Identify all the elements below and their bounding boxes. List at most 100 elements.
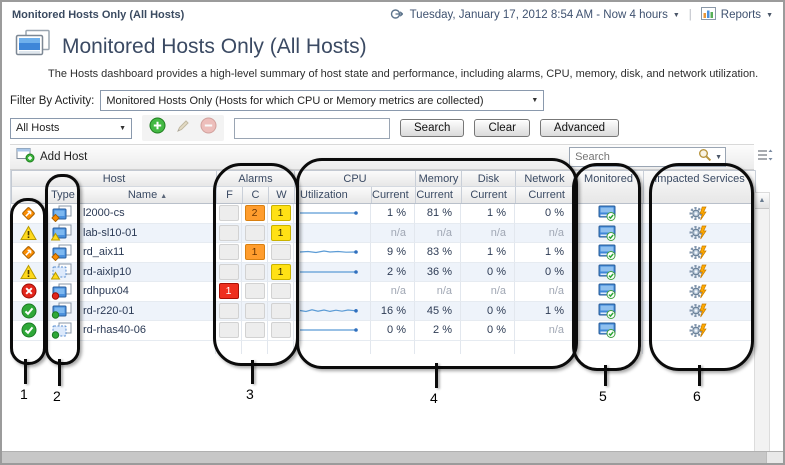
table-body: l2000-cs 2 1 1 % 81 % 1 % 0 % lab-sl10-01 1 n/a n/…	[11, 204, 755, 354]
alarm-fatal-count	[218, 263, 239, 280]
alarm-warning-count	[270, 244, 291, 261]
table-search-input[interactable]	[573, 150, 696, 164]
alarm-critical-count	[244, 302, 265, 319]
host-name[interactable]: rd-rhas40-06	[78, 321, 216, 341]
impacted-services-icon[interactable]	[643, 262, 755, 282]
scroll-up-icon[interactable]: ▲	[755, 193, 769, 209]
host-name[interactable]: rd-aixlp10	[78, 262, 216, 282]
impacted-services-icon[interactable]	[643, 243, 755, 263]
host-name[interactable]: rd_aix11	[78, 243, 216, 263]
metric-value: 0 %	[371, 321, 415, 341]
cpu-sparkline	[300, 328, 358, 333]
host-name[interactable]: lab-sl10-01	[78, 223, 216, 243]
metric-value: 9 %	[371, 243, 415, 263]
time-range-selector[interactable]: Tuesday, January 17, 2012 8:54 AM - Now …	[409, 9, 668, 21]
alarm-critical-count	[244, 263, 265, 280]
col-memory-current[interactable]: Current	[416, 187, 462, 203]
add-host-button[interactable]: Add Host	[40, 151, 88, 163]
filter-activity-select[interactable]: Monitored Hosts Only (Hosts for which CP…	[100, 90, 545, 111]
edit-icon	[175, 118, 191, 139]
callout-oval-6	[649, 163, 754, 371]
monitored-icon	[573, 204, 643, 224]
metric-value: n/a	[415, 223, 461, 243]
metric-value: n/a	[371, 282, 415, 302]
col-cpu-current[interactable]: Current	[372, 187, 416, 203]
breadcrumb[interactable]: Monitored Hosts Only (All Hosts)	[12, 9, 185, 21]
cpu-sparkline	[300, 269, 358, 274]
table-row[interactable]: lab-sl10-01 1 n/a n/a n/a n/a	[11, 223, 755, 243]
filter-by-activity-label: Filter By Activity:	[10, 94, 95, 107]
metric-value: n/a	[415, 282, 461, 302]
table-toolbar: Add Host ▼	[10, 144, 754, 170]
col-critical[interactable]: C	[243, 187, 269, 203]
monitored-icon	[573, 262, 643, 282]
host-name[interactable]: l2000-cs	[78, 204, 216, 224]
alarm-fatal-count[interactable]: 1	[218, 283, 239, 300]
clear-button[interactable]: Clear	[474, 119, 530, 137]
table-row[interactable]: rdhpux04 1 n/a n/a n/a n/a	[11, 282, 755, 302]
metric-value: 81 %	[415, 204, 461, 224]
metric-value: 2 %	[415, 321, 461, 341]
alarm-warning-count[interactable]: 1	[270, 263, 291, 280]
metric-value: 1 %	[371, 204, 415, 224]
metric-value: 83 %	[415, 243, 461, 263]
callout-oval-5	[572, 163, 641, 371]
cpu-sparkline	[299, 250, 358, 255]
host-name[interactable]: rdhpux04	[78, 282, 216, 302]
alarm-fatal-count	[218, 244, 239, 261]
chevron-down-icon: ▼	[531, 97, 539, 104]
search-options-caret-icon[interactable]: ▼	[715, 153, 722, 161]
host-scope-select[interactable]: All Hosts ▼	[10, 117, 132, 139]
col-group-host[interactable]: Host	[12, 171, 217, 187]
page-description: The Hosts dashboard provides a high-leve…	[48, 68, 759, 80]
alarm-critical-count	[244, 224, 265, 241]
advanced-button[interactable]: Advanced	[539, 119, 620, 137]
search-icon[interactable]	[698, 148, 712, 167]
time-range-caret-icon[interactable]: ▼	[672, 11, 680, 19]
table-row[interactable]: rd_aix11 1 9 % 83 % 1 % 1 %	[11, 243, 755, 263]
col-group-cpu[interactable]: CPU	[295, 171, 416, 187]
col-cpu-utilization[interactable]: Utilization	[295, 187, 372, 203]
col-fatal[interactable]: F	[217, 187, 243, 203]
status-fatal-icon[interactable]	[11, 282, 47, 302]
col-group-memory[interactable]: Memory	[416, 171, 462, 187]
monitored-icon	[573, 282, 643, 302]
alarm-warning-count[interactable]: 1	[270, 224, 291, 241]
cpu-sparkline	[300, 211, 358, 216]
callout-oval-1	[10, 198, 46, 365]
host-filter-input[interactable]	[234, 117, 390, 139]
monitored-icon	[573, 321, 643, 341]
add-icon[interactable]	[149, 117, 166, 139]
alarm-critical-count[interactable]: 2	[244, 205, 265, 222]
callout-number-2: 2	[53, 388, 61, 404]
chevron-down-icon: ▼	[119, 124, 126, 132]
alarm-critical-count[interactable]: 1	[244, 244, 265, 261]
horizontal-scrollbar[interactable]	[2, 451, 783, 463]
column-customizer-icon[interactable]	[757, 148, 775, 164]
table-row[interactable]: rd-r220-01 16 % 45 % 0 % 1 %	[11, 301, 755, 321]
col-type[interactable]: Type	[48, 187, 79, 203]
callout-number-1: 1	[20, 386, 28, 402]
table-row[interactable]: rd-rhas40-06 0 % 2 % 0 % n/a	[11, 321, 755, 341]
col-name[interactable]: Name ▲	[79, 187, 217, 203]
vertical-scrollbar[interactable]: ▲	[754, 192, 770, 452]
reports-caret-icon[interactable]: ▼	[766, 11, 773, 19]
col-network-current[interactable]: Current	[516, 187, 574, 203]
callout-oval-4	[296, 158, 578, 369]
reports-menu[interactable]: Reports	[720, 9, 762, 21]
host-name[interactable]: rd-r220-01	[78, 301, 216, 321]
page-title: Monitored Hosts Only (All Hosts)	[62, 34, 367, 58]
add-host-icon	[16, 147, 35, 168]
metric-value: 45 %	[415, 301, 461, 321]
col-warning[interactable]: W	[269, 187, 295, 203]
table-row[interactable]: rd-aixlp10 1 2 % 36 % 0 % 0 %	[11, 262, 755, 282]
search-button[interactable]: Search	[400, 119, 465, 137]
col-disk-current[interactable]: Current	[462, 187, 516, 203]
alarm-warning-count	[270, 283, 291, 300]
col-group-disk[interactable]: Disk	[462, 171, 516, 187]
table-search: ▼	[569, 147, 726, 167]
alarm-fatal-count	[218, 302, 239, 319]
alarm-warning-count	[270, 322, 291, 339]
callout-number-5: 5	[599, 388, 607, 404]
alarm-warning-count[interactable]: 1	[270, 205, 291, 222]
